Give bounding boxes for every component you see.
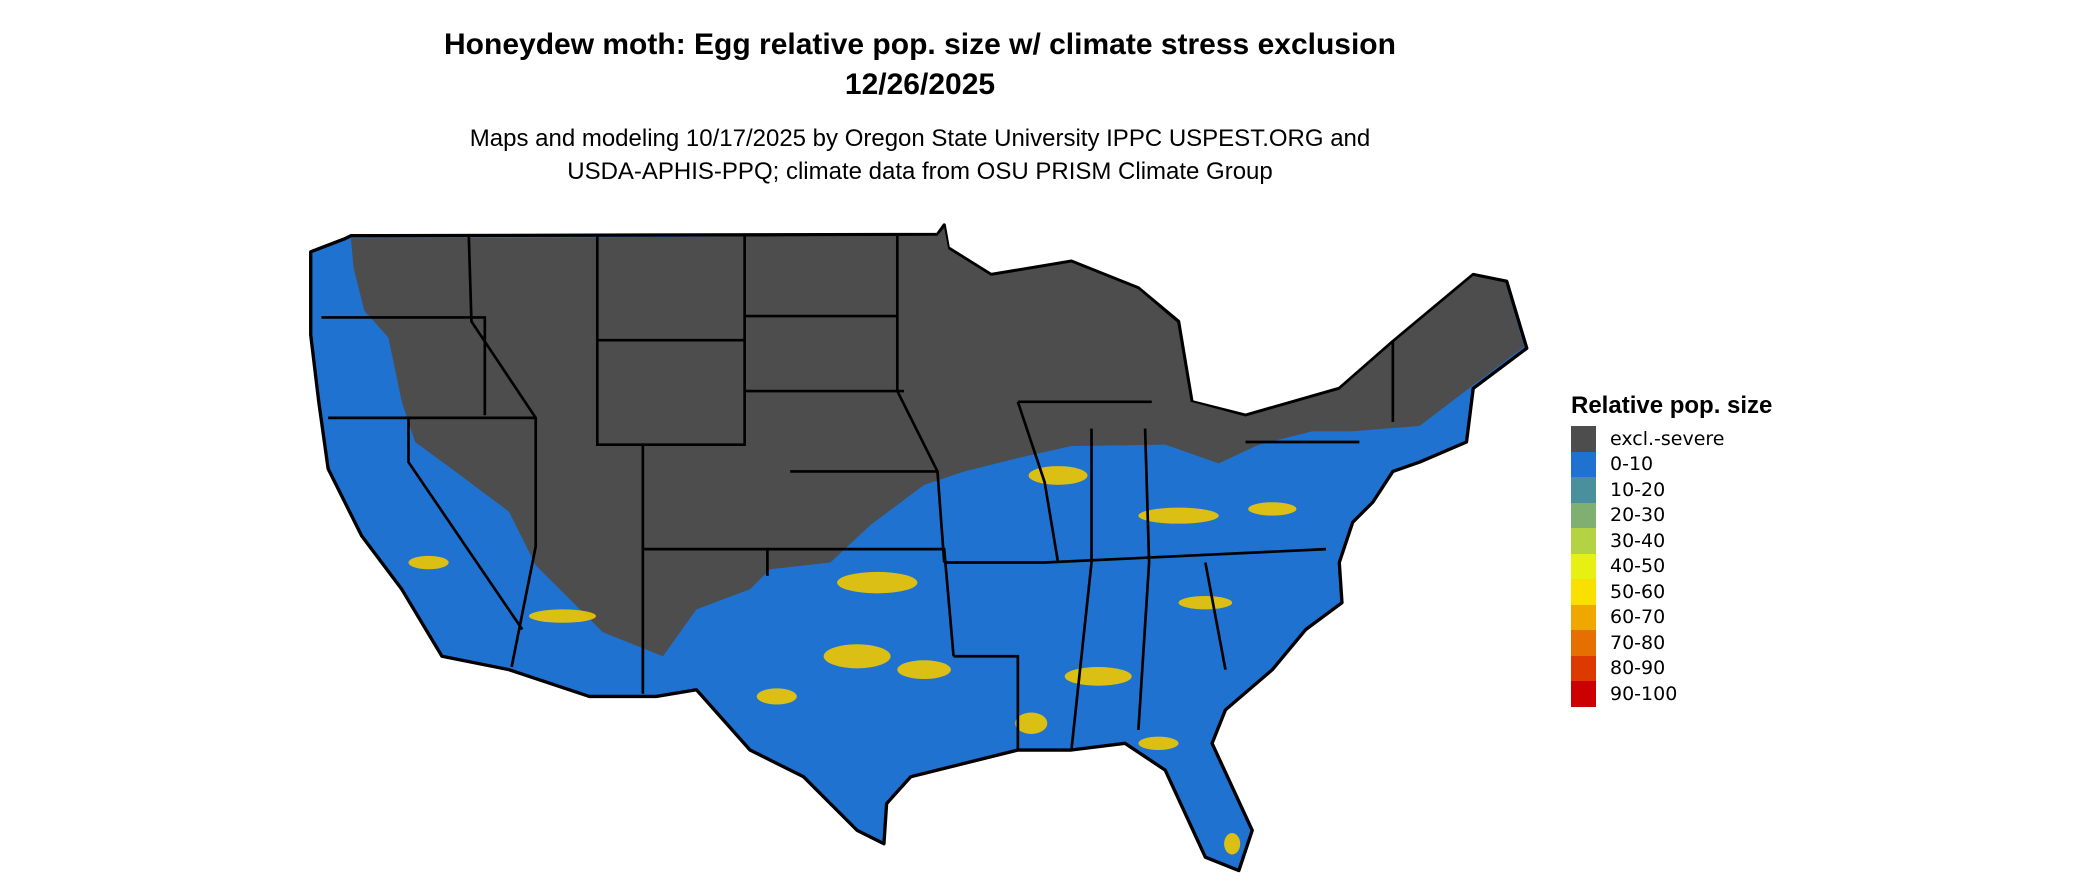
- map-date: 12/26/2025: [844, 68, 996, 101]
- legend-item: 0-10: [1571, 451, 1772, 477]
- legend-label: 20-30: [1610, 504, 1666, 527]
- legend-item: 20-30: [1571, 502, 1772, 528]
- legend-swatch: [1571, 630, 1596, 656]
- legend-swatch: [1571, 553, 1596, 579]
- legend-swatch: [1571, 426, 1596, 452]
- legend-swatch: [1571, 528, 1596, 554]
- legend-item: 90-100: [1571, 681, 1772, 707]
- legend-item: 80-90: [1571, 655, 1772, 681]
- legend-item: 10-20: [1571, 477, 1772, 503]
- legend-label: 90-100: [1610, 682, 1678, 705]
- subtitle-line-1: Maps and modeling 10/17/2025 by Oregon S…: [469, 125, 1371, 152]
- legend-swatch: [1571, 681, 1596, 707]
- legend-swatch: [1571, 579, 1596, 605]
- state-borders: [321, 234, 1395, 751]
- legend-label: 50-60: [1610, 580, 1666, 603]
- legend-label: 80-90: [1610, 657, 1666, 680]
- legend-item: 30-40: [1571, 528, 1772, 554]
- legend-item: excl.-severe: [1571, 426, 1772, 452]
- legend-title: Relative pop. size: [1571, 392, 1773, 419]
- legend-swatch: [1571, 604, 1596, 630]
- legend-label: 0-10: [1610, 453, 1654, 476]
- legend: Relative pop. size excl.-severe 0-10 10-20…: [1571, 392, 1772, 707]
- high-population-patches: [408, 466, 1297, 855]
- legend-item: 60-70: [1571, 604, 1772, 630]
- legend-item: 70-80: [1571, 630, 1772, 656]
- map-title: Honeydew moth: Egg relative pop. size w/…: [444, 28, 1396, 61]
- legend-item: 50-60: [1571, 579, 1772, 605]
- legend-swatch: [1571, 477, 1596, 503]
- legend-label: 60-70: [1610, 606, 1666, 629]
- legend-item: 40-50: [1571, 553, 1772, 579]
- legend-swatch: [1571, 655, 1596, 681]
- legend-label: 70-80: [1610, 631, 1666, 654]
- legend-label: excl.-severe: [1610, 427, 1725, 450]
- legend-label: 30-40: [1610, 529, 1666, 552]
- subtitle-line-2: USDA-APHIS-PPQ; climate data from OSU PR…: [567, 158, 1273, 185]
- legend-swatch: [1571, 451, 1596, 477]
- legend-swatch: [1571, 502, 1596, 528]
- legend-label: 40-50: [1610, 555, 1666, 578]
- legend-label: 10-20: [1610, 478, 1666, 501]
